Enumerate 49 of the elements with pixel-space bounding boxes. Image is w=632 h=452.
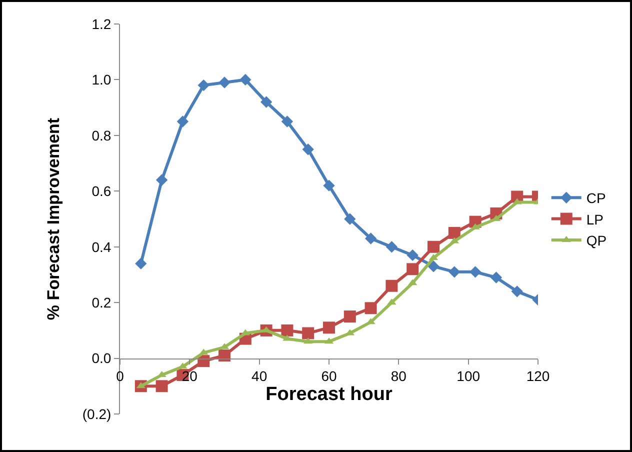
- point: [281, 324, 294, 336]
- point: [156, 174, 168, 186]
- x-axis-title: Forecast hour: [266, 384, 393, 406]
- y-axis-title: % Forecast Improvement: [44, 118, 63, 320]
- y-tick-label: 0.0: [92, 350, 112, 366]
- point: [364, 302, 377, 314]
- point: [218, 350, 230, 362]
- point: [176, 116, 189, 128]
- y-tick-label: 1.2: [92, 16, 112, 32]
- x-tick-label: 60: [321, 368, 337, 384]
- point: [428, 240, 440, 253]
- y-tick-label: (0.2): [82, 406, 112, 422]
- x-tick-label: 80: [390, 368, 407, 384]
- point: [218, 76, 230, 88]
- point: [260, 96, 272, 108]
- legend-label: LP: [586, 211, 604, 228]
- legend-label: QP: [586, 232, 607, 248]
- point: [281, 116, 294, 128]
- x-tick-label: 100: [456, 368, 480, 384]
- point: [302, 327, 314, 340]
- point: [428, 260, 440, 272]
- point: [406, 249, 418, 262]
- point: [386, 280, 398, 292]
- point: [344, 310, 356, 322]
- point: [364, 232, 377, 244]
- x-tick-label: 0: [116, 368, 124, 384]
- point: [490, 272, 502, 284]
- x-tick-label: 120: [526, 368, 550, 384]
- point: [386, 241, 398, 253]
- point: [469, 266, 482, 278]
- point: [344, 213, 356, 225]
- point: [406, 263, 419, 276]
- point: [448, 226, 460, 239]
- y-tick-label: 0.6: [92, 183, 112, 200]
- y-tick-label: 1.0: [92, 72, 112, 88]
- point: [302, 144, 314, 156]
- point: [448, 266, 460, 278]
- point: [511, 286, 523, 298]
- x-tick-label: 40: [252, 368, 268, 384]
- point: [323, 180, 335, 192]
- point: [156, 380, 168, 392]
- point: [323, 322, 335, 334]
- legend-label: CP: [586, 190, 606, 206]
- point: [198, 79, 210, 92]
- point: [240, 74, 252, 86]
- y-tick-label: 0.8: [92, 127, 112, 144]
- y-tick-label: 0.4: [92, 238, 112, 255]
- y-tick-label: 0.2: [92, 294, 112, 310]
- point: [135, 258, 147, 270]
